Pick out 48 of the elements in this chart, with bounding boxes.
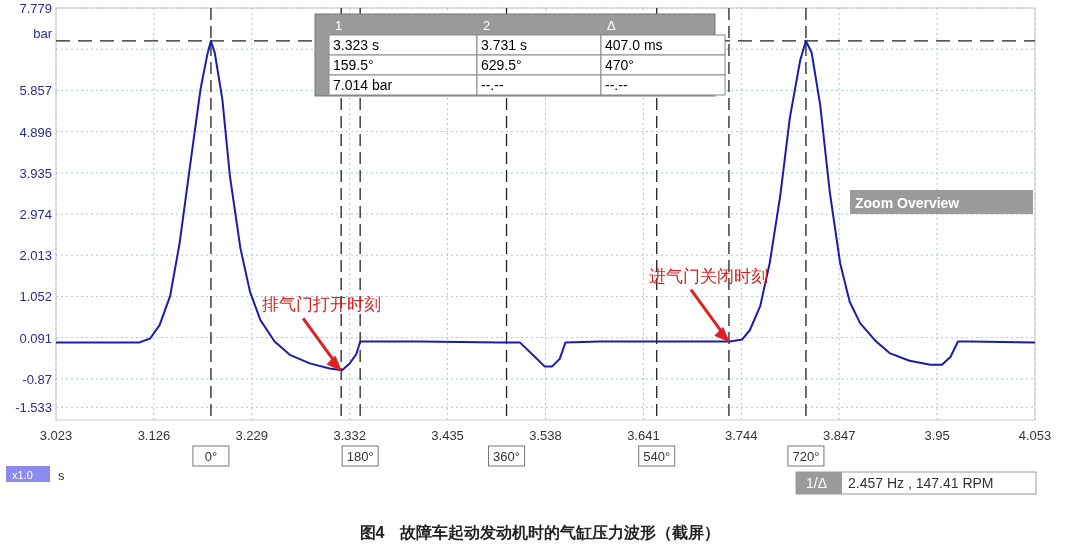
text: 图4 故障车起动发动机时的气缸压力波形（截屏）	[359, 524, 721, 542]
annotation: Zoom Overview	[855, 195, 960, 211]
text: 540°	[643, 449, 671, 464]
annotation: 3.323 s	[333, 37, 379, 53]
y-tick-label: 5.857	[19, 83, 52, 99]
annotation: 排气门打开时刻	[261, 295, 381, 315]
x-axis-title: s	[58, 468, 65, 483]
x-tick-label: 3.435	[431, 428, 464, 443]
y-tick-label: 2.974	[19, 207, 52, 223]
text: 360°	[493, 449, 520, 464]
x-tick-label: 3.332	[333, 428, 366, 443]
y-tick-label: 1.052	[19, 289, 52, 305]
x-tick-label: 3.641	[627, 428, 660, 443]
text: 2.457 Hz , 147.41 RPM	[848, 475, 994, 491]
x-tick-label: 3.847	[822, 428, 856, 443]
line-series	[55, 40, 1036, 372]
text: 0°	[204, 449, 218, 464]
x-tick-label: 3.538	[529, 428, 562, 443]
annotation: --.--	[481, 77, 504, 93]
y-tick-label: 3.935	[19, 165, 52, 181]
annotation: 7.014 bar	[333, 77, 393, 93]
y-tick-label: 4.896	[19, 124, 52, 140]
annotation: 进气门关闭时刻	[649, 266, 769, 286]
annotation: 1	[335, 18, 343, 33]
text: 180°	[346, 449, 374, 464]
annotation: 407.0 ms	[605, 37, 663, 53]
y-tick-label: 7.779	[19, 1, 52, 16]
text: x1.0	[12, 469, 33, 481]
y-tick-label: -1.533	[15, 400, 52, 416]
annotation: Δ	[607, 18, 616, 33]
y-tick-label: 0.091	[19, 330, 52, 346]
x-tick-label: 3.744	[725, 428, 758, 443]
annotation: 470°	[605, 57, 634, 73]
x-tick-label: 3.229	[235, 428, 269, 443]
annotation: 629.5°	[481, 57, 522, 73]
y-tick-label: -0.87	[22, 371, 52, 387]
annotation: 3.731 s	[481, 37, 527, 53]
annotation: 2	[483, 18, 491, 33]
x-tick-label: 4.053	[1018, 428, 1052, 443]
y-axis-title: bar	[33, 26, 53, 41]
x-tick-label: 3.95	[924, 428, 950, 443]
text: 720°	[792, 449, 820, 464]
annotation: --.--	[605, 77, 628, 93]
y-tick-label: 2.013	[19, 248, 52, 264]
text: 1/Δ	[806, 475, 828, 491]
annotation: 159.5°	[333, 57, 374, 73]
x-tick-label: 3.023	[39, 428, 73, 443]
x-tick-label: 3.126	[137, 428, 171, 443]
